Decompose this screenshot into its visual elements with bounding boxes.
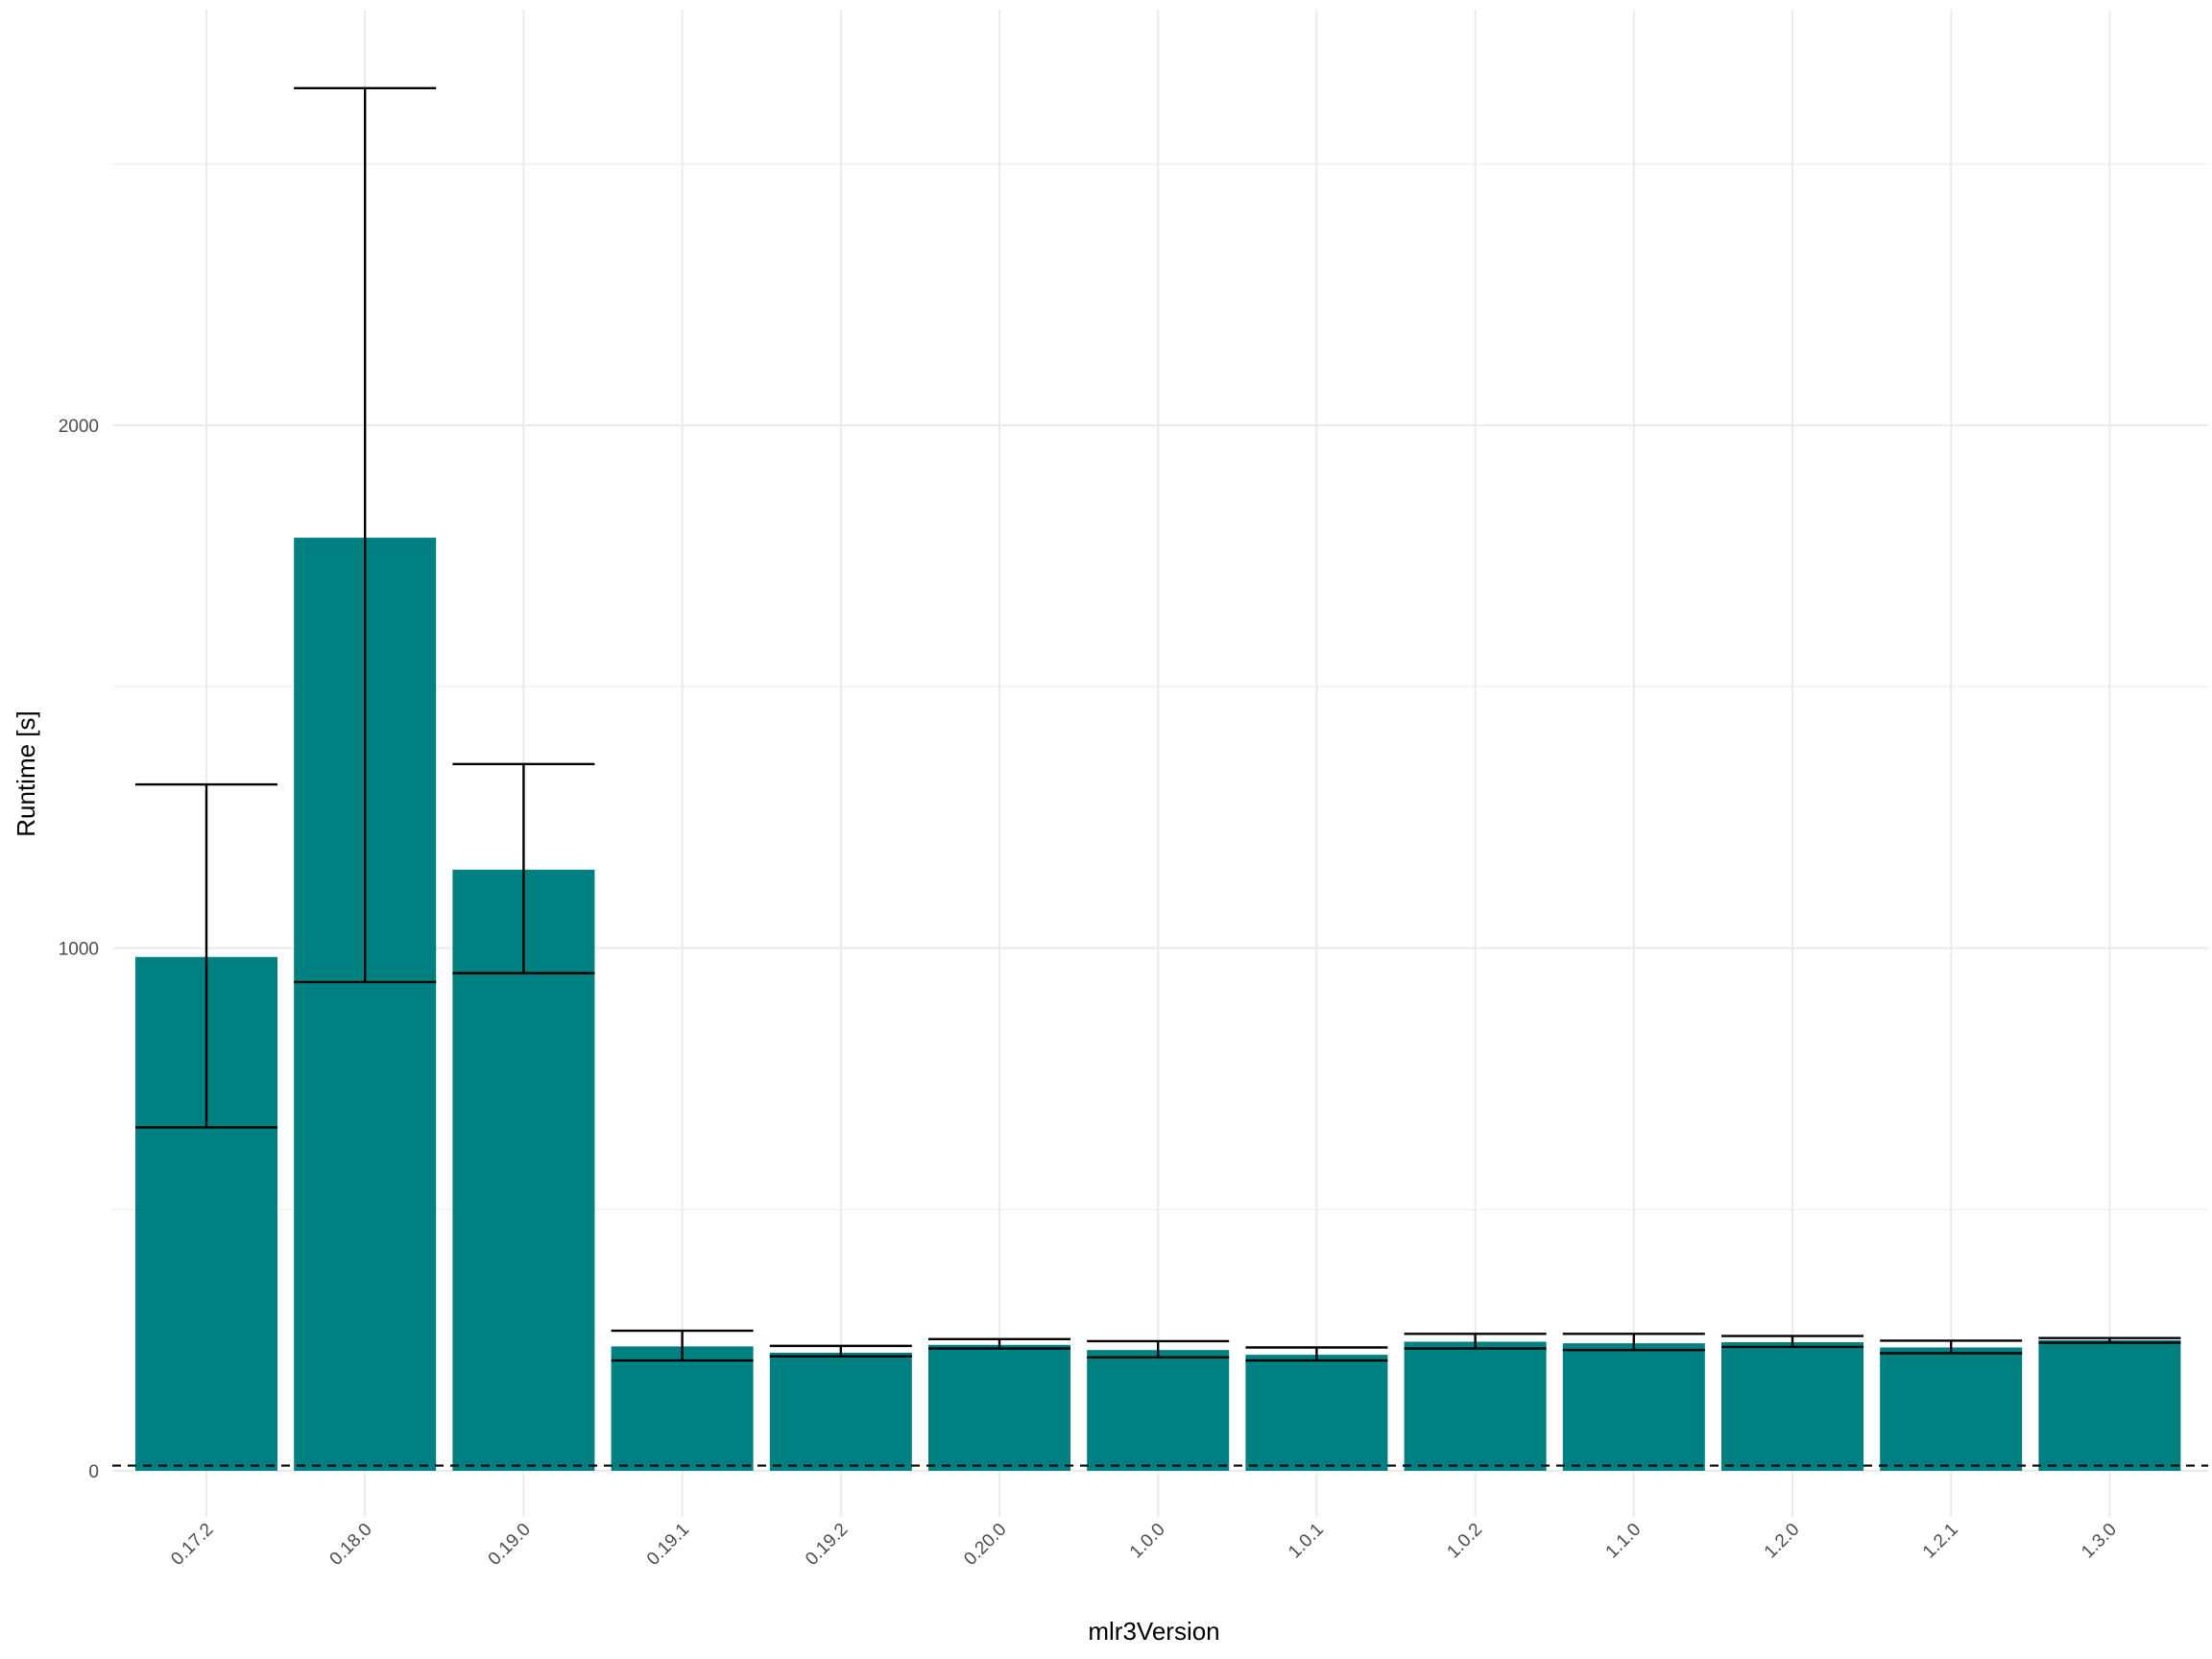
bar: [1245, 1355, 1388, 1471]
bar: [928, 1344, 1070, 1471]
x-tick-label: 1.1.0: [1602, 1520, 1646, 1563]
error-bar: [769, 1344, 912, 1358]
bar: [1880, 1347, 2023, 1471]
x-tick-label: 0.17.2: [167, 1520, 217, 1570]
error-bar: [1562, 1333, 1705, 1352]
x-axis-title: mlr3Version: [1088, 1617, 1219, 1646]
x-tick-label: 0.19.1: [643, 1520, 693, 1570]
error-bar: [1880, 1339, 2023, 1355]
x-tick-label: 0.19.2: [802, 1520, 852, 1570]
error-bars: [135, 86, 2181, 1362]
x-tick-label: 1.0.2: [1443, 1520, 1486, 1563]
x-tick-label: 0.20.0: [960, 1520, 1010, 1570]
error-bar: [1721, 1334, 1863, 1349]
bar: [1721, 1342, 1863, 1471]
error-bar: [928, 1337, 1070, 1350]
x-tick-label: 0.19.0: [485, 1520, 535, 1570]
x-tick-label: 1.2.0: [1761, 1520, 1804, 1563]
y-tick-label: 0: [88, 1462, 99, 1482]
x-tick-label: 1.2.1: [1919, 1520, 1962, 1563]
x-axis-ticks: 0.17.2 0.18.0 0.19.0 0.19.1 0.19.2 0.20.0 1.0.…: [167, 1520, 2121, 1570]
x-tick-label: 1.0.0: [1126, 1520, 1169, 1563]
y-tick-label: 1000: [59, 940, 99, 960]
y-axis-ticks: 0 1000 2000: [59, 417, 99, 1482]
bar: [769, 1352, 912, 1471]
y-tick-label: 2000: [59, 417, 99, 437]
bar: [1562, 1343, 1705, 1471]
error-bar: [294, 86, 437, 984]
error-bar: [1087, 1339, 1230, 1359]
x-tick-label: 1.0.1: [1285, 1520, 1328, 1563]
bar: [2038, 1339, 2181, 1471]
x-tick-label: 0.18.0: [326, 1520, 376, 1570]
error-bar: [1245, 1346, 1388, 1362]
error-bar: [135, 782, 277, 1129]
bar: [1404, 1341, 1547, 1471]
grid-lines: [112, 10, 2208, 1517]
bar: [1087, 1350, 1230, 1471]
error-bar: [452, 762, 595, 974]
error-bar: [1404, 1333, 1547, 1350]
bar: [611, 1346, 754, 1471]
error-bar: [2038, 1336, 2181, 1344]
y-axis-title: Runtime [s]: [12, 710, 40, 837]
error-bar: [611, 1329, 754, 1362]
x-tick-label: 1.3.0: [2078, 1520, 2121, 1563]
